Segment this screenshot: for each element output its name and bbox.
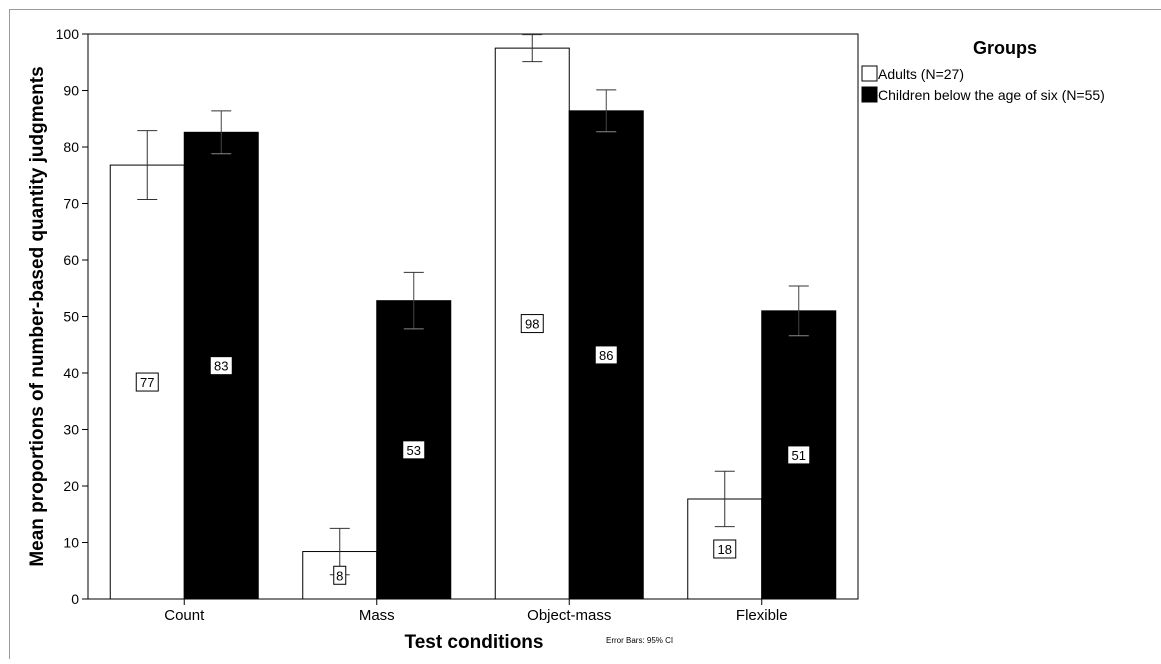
- x-tick-label: Object-mass: [527, 607, 611, 624]
- legend-label: Adults (N=27): [878, 66, 964, 82]
- data-label: 83: [214, 359, 228, 374]
- y-tick-label: 50: [63, 309, 79, 325]
- legend-swatch: [862, 66, 877, 81]
- data-label: 86: [599, 348, 613, 363]
- y-tick-label: 10: [63, 535, 79, 551]
- y-tick-label: 80: [63, 139, 79, 155]
- legend-title: Groups: [973, 38, 1037, 58]
- x-tick-label: Mass: [359, 607, 395, 624]
- data-label: 98: [525, 317, 539, 332]
- y-axis-title: Mean proportions of number-based quantit…: [27, 66, 48, 566]
- y-tick-label: 60: [63, 252, 79, 268]
- error-bars-footnote: Error Bars: 95% CI: [606, 636, 673, 645]
- data-label: 18: [718, 542, 732, 557]
- y-tick-label: 70: [63, 196, 79, 212]
- y-tick-label: 0: [71, 591, 79, 607]
- data-label: 51: [792, 448, 806, 463]
- legend-label: Children below the age of six (N=55): [878, 87, 1105, 103]
- legend: Adults (N=27) Children below the age of s…: [862, 66, 1105, 103]
- data-label: 77: [140, 375, 154, 390]
- y-tick-label: 40: [63, 365, 79, 381]
- data-label: 53: [407, 443, 421, 458]
- y-tick-label: 20: [63, 478, 79, 494]
- x-tick-label: Count: [164, 607, 205, 624]
- y-tick-label: 90: [63, 83, 79, 99]
- x-axis-title: Test conditions: [405, 632, 544, 653]
- y-tick-label: 30: [63, 422, 79, 438]
- legend-swatch: [862, 87, 877, 102]
- x-tick-label: Flexible: [736, 607, 788, 624]
- y-tick-label: 100: [56, 26, 80, 42]
- data-label: 8: [336, 568, 343, 583]
